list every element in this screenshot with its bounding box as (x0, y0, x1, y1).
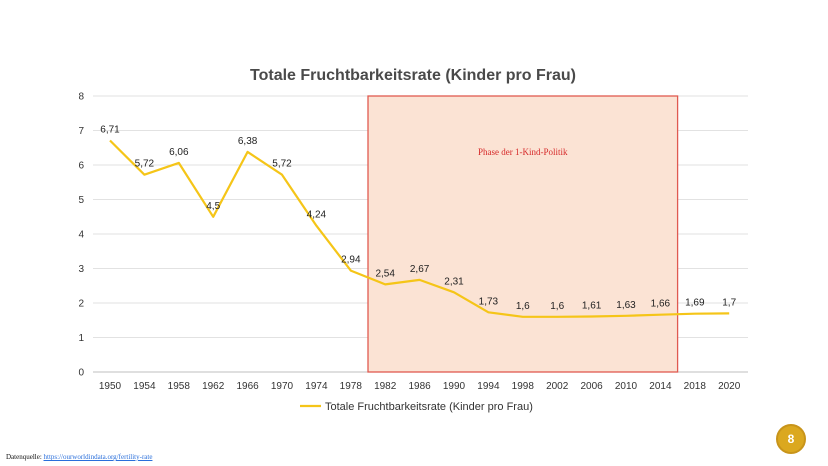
x-tick-label: 1978 (340, 381, 363, 392)
y-tick-label: 6 (78, 161, 84, 172)
y-tick-label: 1 (78, 333, 84, 344)
chart-title: Totale Fruchtbarkeitsrate (Kinder pro Fr… (250, 67, 576, 84)
x-tick-label: 1966 (236, 381, 259, 392)
data-label: 1,7 (722, 297, 736, 308)
one-child-policy-label: Phase der 1-Kind-Politik (478, 147, 568, 157)
data-label: 6,38 (238, 136, 258, 147)
y-tick-label: 4 (78, 230, 84, 241)
x-tick-label: 1950 (99, 381, 122, 392)
x-tick-label: 1990 (443, 381, 466, 392)
y-tick-label: 0 (78, 368, 84, 379)
source-note: Datenquelle: https://ourworldindata.org/… (6, 453, 152, 461)
source-link[interactable]: https://ourworldindata.org/fertility-rat… (43, 453, 153, 461)
data-label: 1,66 (651, 299, 671, 310)
x-tick-label: 1998 (512, 381, 535, 392)
data-label: 1,61 (582, 300, 602, 311)
data-label: 1,6 (550, 301, 564, 312)
data-labels: 6,71 5,72 6,06 4,5 6,38 5,72 4,24 2,94 2,54 2,67 2… (100, 125, 736, 312)
data-label: 5,72 (272, 159, 292, 170)
y-tick-label: 8 (78, 92, 84, 103)
x-tick-label: 1974 (305, 381, 328, 392)
y-tick-label: 3 (78, 264, 84, 275)
x-tick-label: 1982 (374, 381, 397, 392)
data-label: 1,6 (516, 301, 530, 312)
x-tick-label: 1962 (202, 381, 225, 392)
page-number-badge: 8 (776, 424, 806, 454)
data-label: 1,69 (685, 298, 705, 309)
y-tick-label: 2 (78, 299, 84, 310)
y-axis-ticks: 0 1 2 3 4 5 6 7 8 (78, 92, 84, 379)
x-tick-label: 1954 (133, 381, 156, 392)
data-label: 5,72 (135, 159, 155, 170)
data-label: 2,54 (375, 268, 395, 279)
x-tick-label: 1994 (477, 381, 500, 392)
legend: Totale Fruchtbarkeitsrate (Kinder pro Fr… (300, 401, 533, 413)
data-label: 6,06 (169, 147, 189, 158)
x-axis-ticks: 1950 1954 1958 1962 1966 1970 1974 1978 1982 1986… (99, 381, 741, 392)
x-tick-label: 2018 (684, 381, 707, 392)
page-number: 8 (787, 432, 795, 446)
x-tick-label: 1970 (271, 381, 294, 392)
legend-label: Totale Fruchtbarkeitsrate (Kinder pro Fr… (325, 401, 533, 413)
one-child-policy-region (367, 95, 679, 373)
x-tick-label: 1986 (408, 381, 431, 392)
data-label: 1,63 (616, 300, 636, 311)
x-tick-label: 2010 (615, 381, 638, 392)
x-tick-label: 2006 (580, 381, 603, 392)
x-tick-label: 2020 (718, 381, 741, 392)
y-tick-label: 7 (78, 126, 84, 137)
y-tick-label: 5 (78, 195, 84, 206)
data-label: 2,67 (410, 264, 430, 275)
data-label: 1,73 (479, 296, 499, 307)
data-label: 2,94 (341, 255, 361, 266)
x-tick-label: 2002 (546, 381, 569, 392)
x-tick-label: 1958 (168, 381, 191, 392)
source-prefix: Datenquelle: (6, 453, 42, 461)
data-label: 2,31 (444, 276, 464, 287)
data-label: 4,5 (206, 201, 220, 212)
data-label: 4,24 (307, 210, 327, 221)
data-label: 6,71 (100, 125, 120, 136)
series-line (109, 139, 730, 318)
x-tick-label: 2014 (649, 381, 672, 392)
